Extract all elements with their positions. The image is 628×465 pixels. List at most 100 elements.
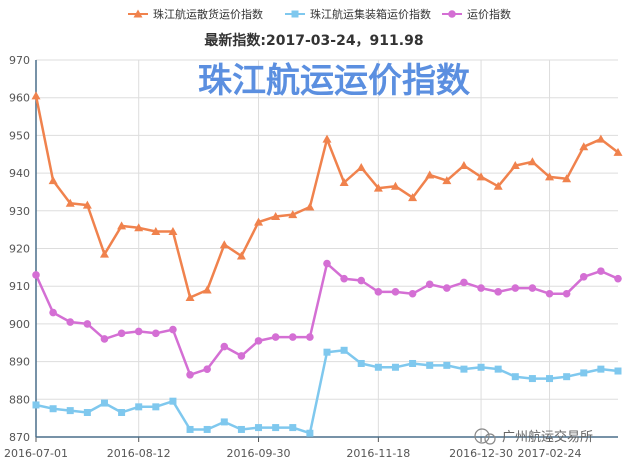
- data-point: [135, 403, 143, 411]
- series-circle: [32, 259, 622, 379]
- data-point: [562, 289, 571, 298]
- series-square: [32, 346, 622, 437]
- data-point: [32, 271, 40, 279]
- data-point: [597, 267, 605, 275]
- data-point: [425, 170, 435, 179]
- data-point: [271, 211, 281, 220]
- y-tick-label: 870: [9, 431, 30, 444]
- data-point: [49, 308, 57, 317]
- x-tick-label: 2016-08-12: [107, 447, 171, 460]
- data-point: [237, 352, 246, 360]
- data-point: [117, 221, 127, 230]
- data-point: [459, 161, 469, 170]
- data-point: [614, 274, 622, 283]
- data-point: [100, 335, 109, 343]
- data-point: [374, 363, 382, 371]
- axes: 870 880 890 900 910 920 930 940 950 960 970 2016-07…: [4, 54, 618, 460]
- data-point: [390, 181, 400, 190]
- data-point: [357, 359, 365, 367]
- data-point: [48, 176, 58, 185]
- data-point: [66, 318, 75, 326]
- data-point: [493, 181, 503, 190]
- data-point: [271, 333, 280, 341]
- data-point: [203, 425, 211, 433]
- data-point: [579, 142, 589, 151]
- data-point: [255, 424, 263, 432]
- data-point: [391, 363, 399, 371]
- data-point: [99, 249, 109, 258]
- data-point: [117, 329, 126, 338]
- data-point: [357, 276, 366, 285]
- data-point: [288, 333, 297, 341]
- y-tick-label: 970: [9, 54, 30, 67]
- data-point: [511, 373, 519, 381]
- data-point: [220, 342, 229, 351]
- data-point: [83, 408, 91, 416]
- data-point: [477, 363, 485, 371]
- data-point: [562, 174, 572, 183]
- data-point: [66, 407, 74, 415]
- y-tick-label: 940: [9, 167, 30, 180]
- data-point: [169, 325, 177, 334]
- data-point: [219, 240, 229, 249]
- data-point: [373, 183, 383, 192]
- y-tick-label: 880: [9, 393, 30, 406]
- legend-item[interactable]: 运价指数: [442, 7, 511, 21]
- legend-label: 珠江航运集装箱运价指数: [310, 7, 431, 21]
- x-tick-label: 2016-07-01: [4, 447, 68, 460]
- data-point: [340, 274, 348, 283]
- series-line: [35, 349, 619, 435]
- data-point: [83, 320, 92, 328]
- data-point: [185, 293, 195, 302]
- data-point: [202, 285, 212, 294]
- y-tick-label: 960: [9, 92, 30, 105]
- data-point: [339, 178, 349, 187]
- y-tick-label: 910: [9, 280, 30, 293]
- data-point: [289, 424, 297, 432]
- data-point: [460, 365, 468, 373]
- data-point: [476, 172, 486, 181]
- data-point: [151, 227, 161, 236]
- data-point: [596, 134, 606, 143]
- data-point: [510, 161, 520, 170]
- source-mark-text: 广州航运交易所: [502, 429, 593, 445]
- data-point: [134, 327, 143, 336]
- data-point: [613, 147, 623, 156]
- data-point: [408, 193, 418, 202]
- x-tick-label: 2016-09-30: [227, 447, 291, 460]
- y-tick-label: 920: [9, 243, 30, 256]
- data-point: [442, 176, 452, 185]
- legend-item[interactable]: 珠江航运散货运价指数: [128, 7, 263, 21]
- data-point: [528, 284, 537, 292]
- data-point: [477, 284, 485, 292]
- data-point: [546, 375, 554, 383]
- data-point: [545, 289, 554, 298]
- data-point: [356, 162, 366, 171]
- data-point: [254, 217, 264, 226]
- data-point: [31, 91, 41, 100]
- series-group: [31, 91, 623, 437]
- wechat-logo-icon-inner: [484, 433, 496, 445]
- y-tick-label: 950: [9, 129, 30, 142]
- data-point: [563, 373, 571, 381]
- series-triangle: [31, 91, 623, 302]
- data-point: [460, 278, 468, 287]
- data-point: [152, 329, 160, 338]
- data-point: [425, 280, 434, 289]
- data-point: [391, 288, 400, 296]
- data-point: [579, 272, 588, 281]
- data-point: [580, 369, 588, 377]
- data-point: [49, 405, 57, 413]
- chart-watermark-title: 珠江航运运价指数: [198, 61, 470, 101]
- legend-item[interactable]: 珠江航运集装箱运价指数: [285, 7, 431, 21]
- data-point: [152, 403, 160, 411]
- data-point: [527, 157, 537, 166]
- data-point: [323, 259, 331, 268]
- data-point: [186, 425, 194, 433]
- data-point: [186, 370, 194, 379]
- x-tick-label: 2017-02-24: [518, 447, 582, 460]
- data-point: [443, 361, 451, 369]
- source-mark: 广州航运交易所: [474, 428, 593, 445]
- y-tick-label: 890: [9, 356, 30, 369]
